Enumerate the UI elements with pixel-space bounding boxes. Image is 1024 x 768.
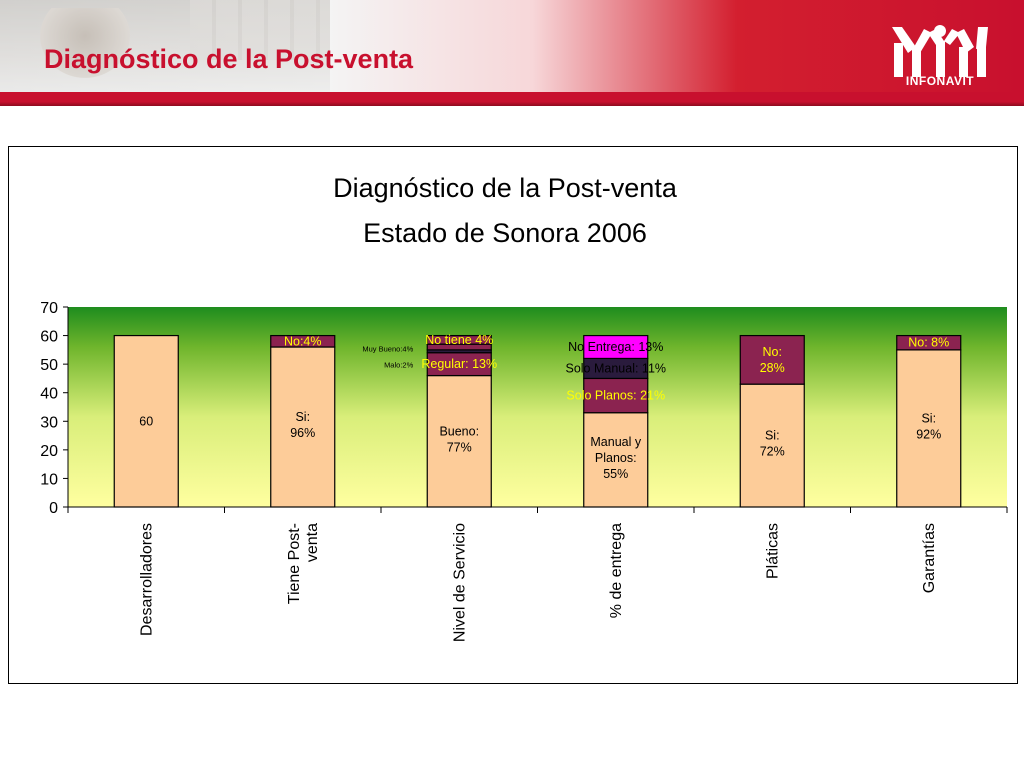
bar-segment xyxy=(583,377,649,414)
data-label: 28% xyxy=(760,361,785,375)
category-label: Desarrolladores xyxy=(138,523,155,636)
data-label: No tiene 4% xyxy=(425,333,493,347)
y-tick-label: 60 xyxy=(40,329,58,346)
chart-frame: Diagnóstico de la Post-venta Estado de S… xyxy=(8,146,1018,684)
plot-area xyxy=(68,307,1007,507)
infonavit-logo-icon xyxy=(892,25,988,77)
data-label: Bueno: xyxy=(439,424,479,438)
bar-group: 60 xyxy=(113,334,179,508)
side-label: Muy Bueno:4% xyxy=(362,344,413,353)
data-label: No: xyxy=(763,345,782,359)
bar-segment xyxy=(739,334,805,385)
data-label: 77% xyxy=(447,440,472,454)
data-label: Regular: 13% xyxy=(421,357,497,371)
y-tick-label: 0 xyxy=(49,500,58,517)
y-tick-label: 70 xyxy=(40,300,58,317)
bar-segment xyxy=(583,334,649,360)
category-label: venta xyxy=(304,523,321,562)
y-tick-label: 30 xyxy=(40,414,58,431)
side-label: Malo:2% xyxy=(384,360,414,369)
bar-segment xyxy=(113,334,179,508)
data-label: 72% xyxy=(760,445,785,459)
logo-wordmark: INFONAVIT xyxy=(905,74,975,88)
category-label: Pláticas xyxy=(764,523,781,579)
category-label: Nivel de Servicio xyxy=(451,523,468,642)
category-label: % de entrega xyxy=(608,523,625,618)
slide-header xyxy=(0,0,1024,92)
bar-segment xyxy=(739,383,805,508)
header-photo xyxy=(0,0,330,92)
data-label: Si: xyxy=(921,411,936,425)
bar-segment xyxy=(583,412,649,508)
data-label: Solo Planos: 21% xyxy=(566,389,665,403)
category-label: Garantías xyxy=(921,523,938,593)
data-label: Manual y xyxy=(590,435,641,449)
chart-title-line-2: Estado de Sonora 2006 xyxy=(363,218,647,248)
data-label: Si: xyxy=(765,429,780,443)
page-title: Diagnóstico de la Post-venta xyxy=(44,44,414,74)
y-tick-label: 40 xyxy=(40,386,58,403)
bars: 60 Si: 96% No:4% Bueno: 77% Regular: 13% No tie… xyxy=(113,333,962,508)
data-label: 96% xyxy=(290,426,315,440)
y-tick-label: 20 xyxy=(40,443,58,460)
bar-segment xyxy=(270,334,336,348)
data-label: 55% xyxy=(603,467,628,481)
bar-group: Si: 72% No: 28% xyxy=(739,334,805,508)
data-label: Planos: xyxy=(595,451,637,465)
y-tick-label: 10 xyxy=(40,471,58,488)
header-rule xyxy=(0,92,1024,106)
category-labels: Desarrolladores Tiene Post-venta Nivel de … xyxy=(138,523,938,642)
data-label: 60 xyxy=(139,414,153,428)
bar-group: Si: 92% No: 8% xyxy=(896,334,962,508)
bar-segment xyxy=(426,374,492,508)
bar-segment xyxy=(270,346,336,508)
bar-group: Bueno: 77% Regular: 13% No tiene 4% Muy Buen… xyxy=(362,333,497,508)
data-label: No:4% xyxy=(284,334,322,348)
chart-title-line-1: Diagnóstico de la Post-venta xyxy=(333,173,678,203)
data-label: No: 8% xyxy=(908,336,949,350)
bar-segment xyxy=(426,334,492,345)
data-label: No Entrega: 13% xyxy=(568,340,663,354)
axes: 0 10 20 30 40 50 60 70 xyxy=(40,300,1008,517)
bar-group: Manual y Planos: 55% Solo Planos: 21% Solo M… xyxy=(565,334,666,508)
category-label: Tiene Post- xyxy=(286,523,303,604)
stacked-bar-chart: Diagnóstico de la Post-venta Estado de S… xyxy=(40,173,1008,642)
y-tick-label: 50 xyxy=(40,357,58,374)
data-label: 92% xyxy=(916,427,941,441)
bar-group: Si: 96% No:4% xyxy=(270,334,336,508)
bar-segment xyxy=(896,334,962,351)
data-label: Si: xyxy=(295,410,310,424)
data-label: Solo Manual: 11% xyxy=(565,361,666,375)
